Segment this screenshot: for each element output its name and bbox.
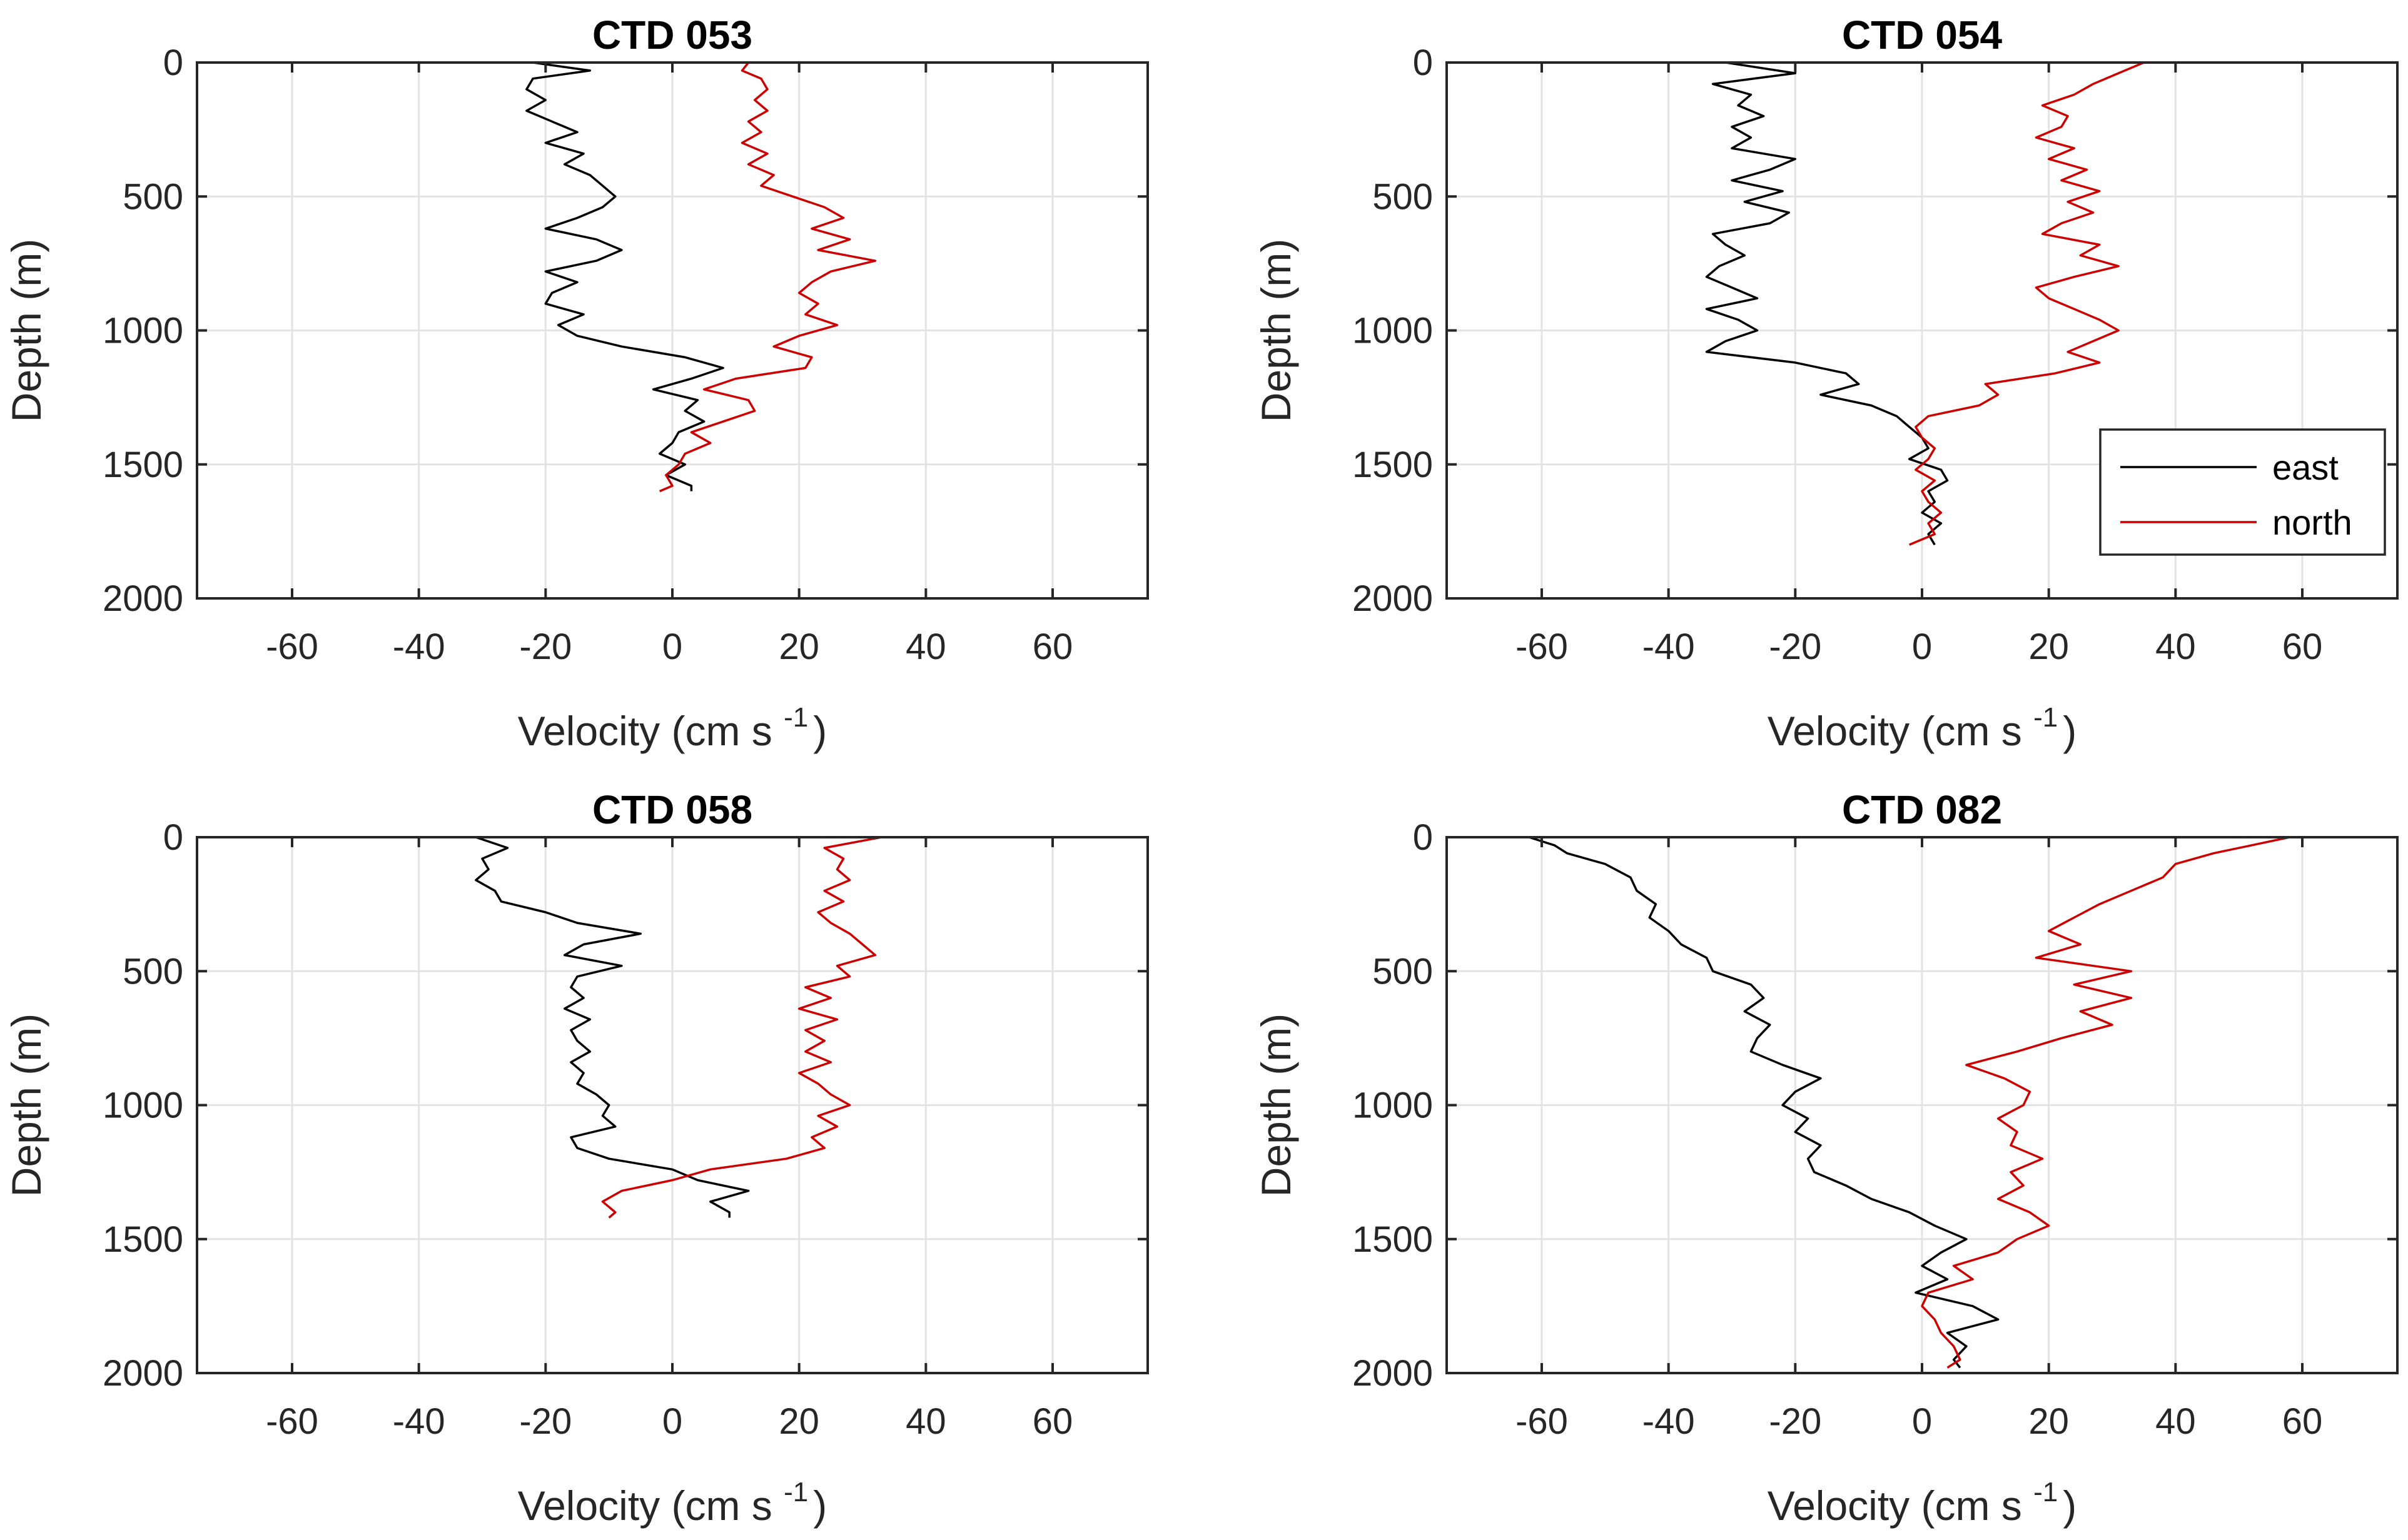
y-tick-label: 0 [163, 817, 183, 858]
x-axis-label-superscript: -1 [2033, 702, 2058, 733]
x-tick-label: -20 [519, 1401, 572, 1442]
x-axis-label-superscript: -1 [2033, 1477, 2058, 1507]
x-axis-label-superscript: -1 [784, 702, 808, 733]
y-tick-label: 1500 [103, 1219, 183, 1260]
x-tick-label: 0 [1912, 1401, 1932, 1442]
x-tick-label: -20 [1769, 627, 1821, 667]
y-axis-label: Depth (m) [1253, 1014, 1299, 1197]
series-line-east [525, 61, 724, 491]
x-axis-label-suffix: ) [813, 708, 827, 754]
y-tick-label: 1000 [103, 1085, 183, 1126]
y-tick-label: 1500 [103, 445, 183, 485]
chart-title: CTD 082 [1842, 787, 2002, 832]
x-tick-label: 60 [2282, 627, 2323, 667]
x-tick-label: 40 [906, 1401, 946, 1442]
chart-title: CTD 058 [592, 787, 752, 832]
x-tick-label: 40 [2155, 1401, 2196, 1442]
x-tick-label: 20 [779, 1401, 819, 1442]
x-tick-label: -20 [1769, 1401, 1821, 1442]
y-tick-label: 2000 [103, 578, 183, 619]
x-axis-label-suffix: ) [813, 1482, 827, 1529]
x-tick-label: -40 [1642, 1401, 1695, 1442]
x-tick-label: -40 [393, 1401, 445, 1442]
x-axis-label-main: Velocity (cm s [1768, 1482, 2033, 1529]
y-tick-label: 500 [123, 951, 183, 992]
y-tick-label: 1000 [1352, 1085, 1433, 1126]
legend-label-east: east [2272, 448, 2339, 487]
series-line-north [601, 836, 882, 1219]
y-tick-label: 1500 [1352, 1219, 1433, 1260]
x-tick-label: 0 [1912, 627, 1932, 667]
x-axis-label: Velocity (cm s -1) [518, 1477, 827, 1529]
x-axis-label: Velocity (cm s -1) [1768, 702, 2077, 754]
x-tick-label: -60 [1515, 1401, 1568, 1442]
series-line-east [475, 836, 750, 1218]
x-axis-label-suffix: ) [2063, 1482, 2077, 1529]
panel-ctd-054: -60 -40 -20 0 20 40 60 0 500 1000 1500 2000 CTD 054 V… [1253, 13, 2399, 754]
x-tick-label: 60 [1033, 1401, 1073, 1442]
x-tick-label: 20 [2028, 1401, 2069, 1442]
y-tick-label: 1000 [103, 311, 183, 351]
y-axis-label: Depth (m) [3, 1014, 49, 1197]
x-tick-label: -60 [266, 627, 318, 667]
series-line-north [659, 61, 877, 493]
x-axis-label-main: Velocity (cm s [518, 708, 784, 754]
y-tick-label: 2000 [1352, 1353, 1433, 1394]
legend-label-north: north [2272, 503, 2352, 542]
y-tick-label: 500 [1372, 951, 1433, 992]
x-tick-label: 40 [2155, 627, 2196, 667]
x-tick-label: -40 [1642, 627, 1695, 667]
y-tick-label: 2000 [103, 1353, 183, 1394]
x-tick-label: -60 [1515, 627, 1568, 667]
series-line-east [1705, 61, 1949, 546]
x-tick-label: 0 [662, 627, 682, 667]
x-axis-label-suffix: ) [2063, 708, 2077, 754]
series-line-north [1909, 61, 2145, 546]
x-tick-label: 60 [1033, 627, 1073, 667]
x-tick-label: -20 [519, 627, 572, 667]
legend: east north [2099, 428, 2386, 556]
legend-box [2099, 428, 2386, 556]
chart-title: CTD 054 [1842, 13, 2003, 58]
series-line-east [1529, 836, 2000, 1369]
x-tick-label: -60 [266, 1401, 318, 1442]
chart-title: CTD 053 [592, 13, 752, 58]
panel-ctd-058: -60 -40 -20 0 20 40 60 0 500 1000 1500 2000 CTD 058 V… [3, 787, 1149, 1529]
x-tick-label: 40 [906, 627, 946, 667]
x-axis-label: Velocity (cm s -1) [518, 702, 827, 754]
y-tick-label: 0 [1413, 43, 1433, 83]
y-tick-label: 500 [123, 176, 183, 217]
y-tick-label: 1500 [1352, 445, 1433, 485]
y-axis-label: Depth (m) [3, 239, 49, 422]
panel-ctd-053: -60 -40 -20 0 20 40 60 0 500 1000 1500 2000 CTD 053 V… [3, 13, 1149, 754]
panel-ctd-082: -60 -40 -20 0 20 40 60 0 500 1000 1500 2000 CTD 082 V… [1253, 787, 2399, 1529]
x-axis-label: Velocity (cm s -1) [1768, 1477, 2077, 1529]
y-tick-label: 0 [1413, 817, 1433, 858]
y-tick-label: 0 [163, 43, 183, 83]
y-axis-label: Depth (m) [1253, 239, 1299, 422]
x-tick-label: 0 [662, 1401, 682, 1442]
x-tick-label: -40 [393, 627, 445, 667]
x-tick-label: 20 [2028, 627, 2069, 667]
x-tick-label: 20 [779, 627, 819, 667]
series-line-north [1921, 836, 2290, 1369]
y-tick-label: 2000 [1352, 578, 1433, 619]
x-axis-label-superscript: -1 [784, 1477, 808, 1507]
y-tick-label: 1000 [1352, 311, 1433, 351]
x-axis-label-main: Velocity (cm s [518, 1482, 784, 1529]
x-tick-label: 60 [2282, 1401, 2323, 1442]
x-axis-label-main: Velocity (cm s [1768, 708, 2033, 754]
y-tick-label: 500 [1372, 176, 1433, 217]
